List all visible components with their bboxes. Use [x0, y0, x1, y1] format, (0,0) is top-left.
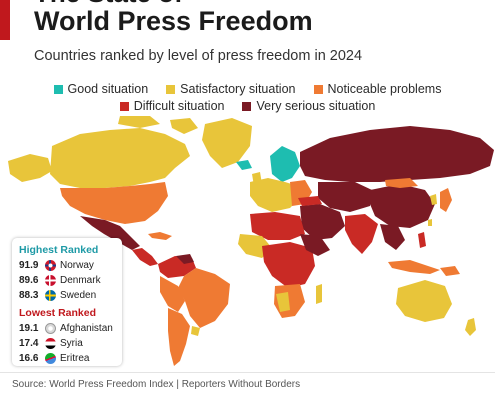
- page-title: World Press Freedom: [34, 6, 313, 36]
- region-canada: [50, 128, 190, 188]
- lowest-ranked-heading: Lowest Ranked: [19, 307, 97, 319]
- eritrea-flag-icon: [45, 353, 56, 364]
- legend-row-2: Difficult situation Very serious situati…: [0, 98, 495, 114]
- region-madagascar: [316, 284, 322, 304]
- legend-swatch-good: [53, 84, 63, 94]
- region-japan: [440, 188, 452, 212]
- rank-score: 91.9: [19, 260, 39, 271]
- sweden-flag-icon: [45, 290, 56, 301]
- accent-bar: [0, 0, 10, 40]
- rank-score: 88.3: [19, 290, 39, 301]
- region-china: [370, 184, 435, 228]
- legend-label-noticeable: Noticeable problems: [327, 82, 442, 96]
- rank-row-afghanistan: 19.1 Afghanistan: [19, 321, 115, 336]
- region-canada-islands: [118, 116, 198, 134]
- rank-score: 19.1: [19, 323, 39, 334]
- region-greenland: [202, 118, 252, 168]
- rank-country: Denmark: [60, 275, 101, 286]
- legend-label-difficult: Difficult situation: [133, 99, 225, 113]
- region-venezuela-north: [176, 254, 194, 264]
- legend-item-very-serious: Very serious situation: [242, 98, 375, 114]
- rank-score: 16.6: [19, 353, 39, 364]
- region-taiwan: [428, 219, 432, 226]
- region-east-africa: [300, 234, 330, 256]
- region-central-africa: [262, 242, 315, 288]
- region-middle-east: [300, 204, 345, 240]
- rank-country: Sweden: [60, 290, 97, 301]
- world-map: [8, 116, 494, 366]
- rank-country: Eritrea: [60, 353, 90, 364]
- legend-label-satisfactory: Satisfactory situation: [180, 82, 296, 96]
- region-caribbean: [148, 232, 172, 240]
- footer-divider: [0, 372, 495, 373]
- legend-swatch-very-serious: [242, 101, 252, 111]
- region-australia: [396, 280, 452, 322]
- region-uk: [252, 172, 262, 186]
- page-subtitle: Countries ranked by level of press freed…: [34, 48, 363, 64]
- legend-swatch-satisfactory: [166, 84, 176, 94]
- region-uruguay: [191, 326, 200, 336]
- region-papua: [440, 266, 460, 276]
- source-note: Source: World Press Freedom Index | Repo…: [12, 379, 301, 390]
- region-iceland: [236, 160, 252, 170]
- rank-country: Syria: [60, 338, 83, 349]
- rank-row-norway: 91.9 Norway: [19, 258, 115, 273]
- rank-score: 89.6: [19, 275, 39, 286]
- rank-row-sweden: 88.3 Sweden: [19, 288, 115, 303]
- legend-row-1: Good situation Satisfactory situation No…: [0, 81, 495, 97]
- region-peru-bolivia: [160, 276, 185, 312]
- rank-score: 17.4: [19, 338, 39, 349]
- denmark-flag-icon: [45, 275, 56, 286]
- region-usa: [60, 182, 168, 224]
- legend-item-noticeable: Noticeable problems: [313, 81, 442, 97]
- region-central-asia: [318, 182, 372, 212]
- region-central-america: [132, 248, 158, 266]
- highest-ranked-heading: Highest Ranked: [19, 244, 99, 256]
- syria-flag-icon: [45, 338, 56, 349]
- rank-row-eritrea: 16.6 Eritrea: [19, 351, 115, 366]
- title-partial: The State of: [34, 0, 183, 9]
- rank-row-syria: 17.4 Syria: [19, 336, 115, 351]
- legend: Good situation Satisfactory situation No…: [0, 81, 495, 115]
- ranking-panel: Highest Ranked 91.9 Norway 89.6 Denmark …: [12, 238, 122, 366]
- rank-row-denmark: 89.6 Denmark: [19, 273, 115, 288]
- region-western-europe: [250, 178, 300, 212]
- region-india: [345, 214, 378, 254]
- region-russia: [300, 126, 494, 182]
- region-scandinavia: [270, 146, 300, 182]
- region-indonesia: [388, 260, 440, 274]
- region-brazil: [178, 268, 230, 328]
- norway-flag-icon: [45, 260, 56, 271]
- legend-item-difficult: Difficult situation: [119, 98, 225, 114]
- region-southeast-asia: [380, 224, 405, 250]
- region-mexico: [80, 216, 140, 250]
- legend-swatch-noticeable: [313, 84, 323, 94]
- region-korea: [430, 194, 437, 205]
- legend-item-satisfactory: Satisfactory situation: [166, 81, 296, 97]
- region-philippines: [418, 232, 426, 248]
- legend-label-good: Good situation: [67, 82, 149, 96]
- legend-item-good: Good situation: [53, 81, 149, 97]
- region-new-zealand: [465, 318, 476, 336]
- legend-swatch-difficult: [119, 101, 129, 111]
- region-turkey: [298, 196, 322, 206]
- afghanistan-flag-icon: [45, 323, 56, 334]
- rank-country: Norway: [60, 260, 94, 271]
- region-argentina-chile: [168, 308, 190, 366]
- legend-label-very-serious: Very serious situation: [256, 99, 376, 113]
- region-north-africa: [250, 212, 305, 240]
- region-alaska: [8, 154, 52, 182]
- region-mongolia: [385, 178, 418, 188]
- region-namibia-botswana: [276, 292, 290, 312]
- rank-country: Afghanistan: [60, 323, 113, 334]
